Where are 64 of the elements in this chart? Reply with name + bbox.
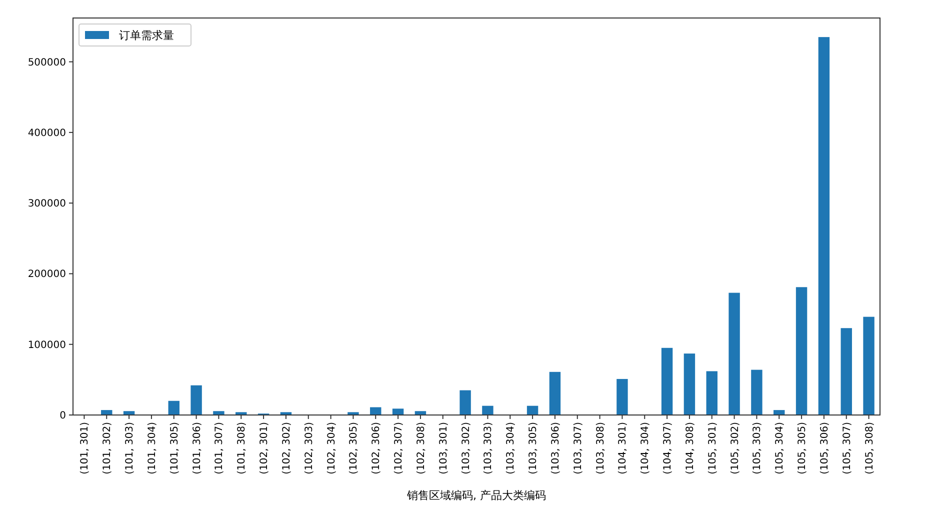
x-tick-label: (105, 303)	[752, 422, 764, 474]
bar	[616, 378, 628, 415]
legend-label: 订单需求量	[119, 28, 174, 42]
x-tick-label: (103, 305)	[528, 422, 540, 474]
x-tick-label: (102, 301)	[259, 422, 270, 474]
x-tick-label: (103, 302)	[460, 422, 472, 474]
x-tick-label: (103, 301)	[438, 422, 450, 474]
x-tick-label: (102, 304)	[326, 422, 338, 474]
bar	[482, 406, 494, 415]
bar	[661, 348, 673, 415]
bar	[840, 328, 852, 415]
bar	[706, 371, 718, 415]
y-tick-label: 300000	[28, 198, 66, 210]
y-tick-label: 200000	[28, 269, 66, 280]
x-tick-label: (101, 306)	[192, 422, 203, 474]
x-tick-label: (101, 308)	[236, 422, 248, 474]
bar	[526, 406, 538, 415]
bar	[168, 400, 180, 415]
bar	[370, 407, 382, 415]
x-tick-label: (103, 307)	[572, 422, 584, 474]
x-tick-label: (103, 303)	[483, 422, 494, 474]
x-tick-label: (101, 302)	[102, 422, 114, 474]
bar	[818, 37, 830, 415]
y-tick-label: 500000	[28, 57, 66, 68]
x-tick-label: (101, 304)	[146, 422, 158, 474]
x-tick-label: (102, 302)	[281, 422, 292, 474]
bar	[684, 354, 696, 415]
x-tick-label: (103, 308)	[595, 422, 606, 474]
x-tick-label: (105, 305)	[797, 422, 808, 474]
x-tick-label: (103, 306)	[550, 422, 562, 474]
x-tick-label: (101, 305)	[169, 422, 180, 474]
bar	[190, 385, 202, 415]
bar	[392, 408, 404, 415]
x-axis-title: 销售区域编码, 产品大类编码	[406, 489, 546, 502]
x-tick-label: (102, 305)	[348, 422, 360, 474]
x-tick-label: (102, 308)	[416, 422, 427, 474]
bar	[549, 372, 561, 415]
x-tick-label: (105, 307)	[842, 422, 853, 474]
x-tick-label: (101, 301)	[80, 422, 91, 474]
bar	[863, 316, 874, 415]
x-tick-label: (101, 303)	[124, 422, 136, 474]
bar	[751, 370, 762, 415]
x-tick-label: (104, 301)	[618, 422, 629, 474]
x-tick-label: (105, 302)	[730, 422, 741, 474]
x-tick-label: (102, 306)	[371, 422, 382, 474]
x-tick-label: (104, 307)	[662, 422, 674, 474]
x-tick-label: (101, 307)	[214, 422, 226, 474]
bar	[728, 292, 740, 415]
bar	[213, 411, 224, 415]
y-tick-label: 100000	[28, 340, 66, 351]
bar	[460, 390, 471, 415]
bar	[796, 287, 808, 415]
x-tick-label: (102, 303)	[304, 422, 315, 474]
x-tick-label: (105, 301)	[707, 422, 718, 474]
x-tick-label: (105, 306)	[819, 422, 830, 474]
y-tick-label: 0	[60, 410, 66, 422]
x-tick-label: (104, 308)	[684, 422, 696, 474]
x-tick-label: (102, 307)	[394, 422, 405, 474]
x-tick-label: (104, 304)	[640, 422, 652, 474]
x-tick-label: (103, 304)	[506, 422, 517, 474]
x-tick-label: (105, 304)	[774, 422, 786, 474]
y-tick-label: 400000	[28, 128, 66, 139]
bar	[348, 412, 359, 415]
x-tick-label: (105, 308)	[864, 422, 876, 474]
